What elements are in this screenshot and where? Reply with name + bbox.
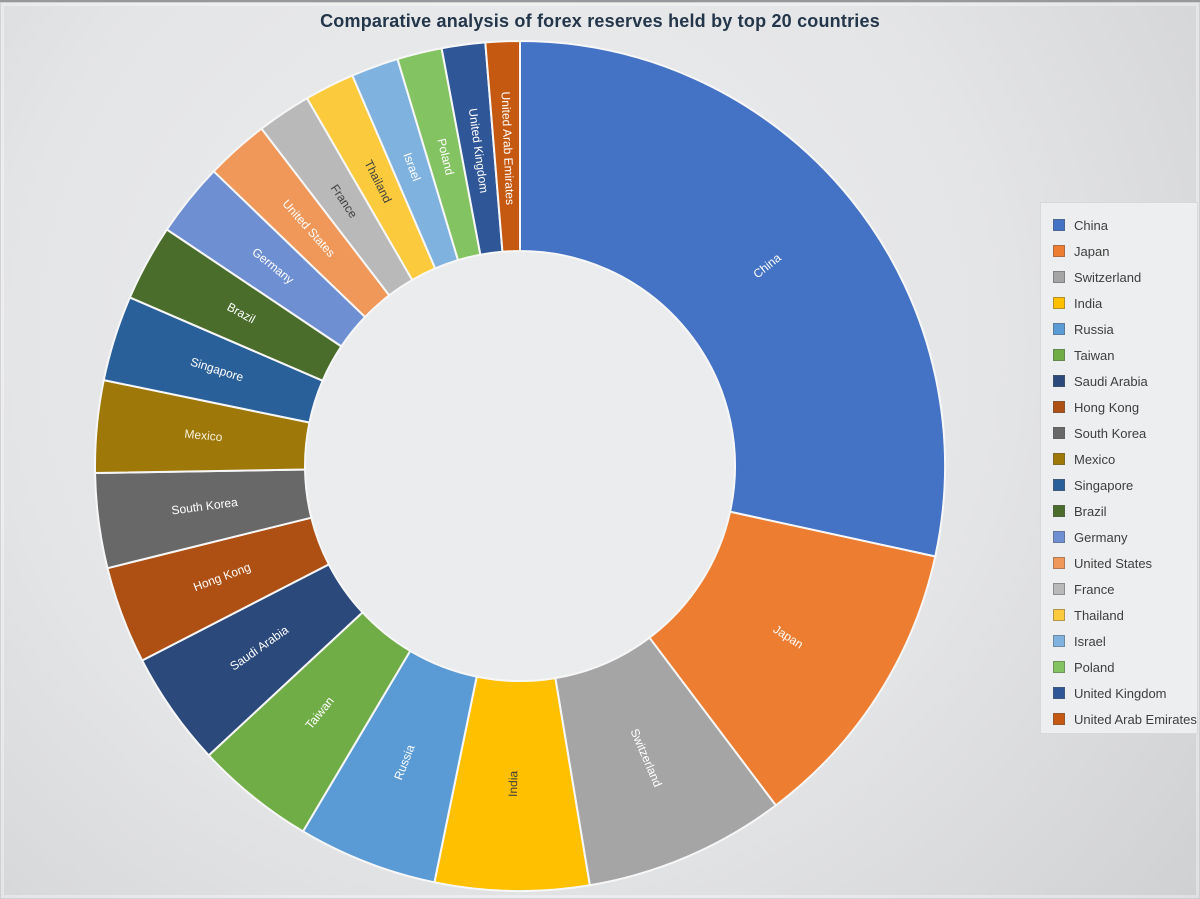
legend-label-israel: Israel	[1074, 633, 1106, 649]
legend-swatch-switzerland	[1053, 271, 1065, 283]
legend-swatch-japan	[1053, 245, 1065, 257]
donut-hole	[304, 250, 736, 682]
legend-label-mexico: Mexico	[1074, 451, 1116, 467]
legend-label-taiwan: Taiwan	[1074, 347, 1115, 363]
legend-item-taiwan: Taiwan	[1053, 342, 1197, 368]
legend-swatch-united-kingdom	[1053, 687, 1065, 699]
legend-label-france: France	[1074, 581, 1115, 597]
legend-swatch-israel	[1053, 635, 1065, 647]
legend-swatch-singapore	[1053, 479, 1065, 491]
legend-label-south-korea: South Korea	[1074, 425, 1147, 441]
legend-item-mexico: Mexico	[1053, 446, 1197, 472]
slice-label-india: India	[506, 770, 521, 797]
legend-item-singapore: Singapore	[1053, 472, 1197, 498]
legend-label-hong-kong: Hong Kong	[1074, 399, 1140, 415]
legend-item-united-states: United States	[1053, 550, 1197, 576]
legend-swatch-germany	[1053, 531, 1065, 543]
legend-item-hong-kong: Hong Kong	[1053, 394, 1197, 420]
legend-item-united-arab-emirates: United Arab Emirates	[1053, 706, 1197, 732]
legend-label-united-arab-emirates: United Arab Emirates	[1074, 711, 1197, 727]
legend-swatch-france	[1053, 583, 1065, 595]
legend-label-india: India	[1074, 295, 1103, 311]
legend-swatch-mexico	[1053, 453, 1065, 465]
legend-label-poland: Poland	[1074, 659, 1115, 675]
chart-title: Comparative analysis of forex reserves h…	[320, 11, 880, 31]
legend-swatch-united-states	[1053, 557, 1065, 569]
legend-label-brazil: Brazil	[1074, 503, 1107, 519]
legend-item-poland: Poland	[1053, 654, 1197, 680]
legend-label-united-kingdom: United Kingdom	[1074, 685, 1167, 701]
slice-group	[94, 40, 946, 892]
legend-label-singapore: Singapore	[1074, 477, 1134, 493]
legend-item-south-korea: South Korea	[1053, 420, 1197, 446]
legend-item-japan: Japan	[1053, 238, 1197, 264]
legend-swatch-saudi-arabia	[1053, 375, 1065, 387]
slice-label-mexico: Mexico	[184, 427, 223, 445]
legend-swatch-india	[1053, 297, 1065, 309]
legend-label-united-states: United States	[1074, 555, 1153, 571]
slice-china	[519, 40, 946, 558]
legend-swatch-china	[1053, 219, 1065, 231]
slice-label-united-arab-emirates: United Arab Emirates	[499, 91, 518, 205]
legend-item-india: India	[1053, 290, 1197, 316]
legend-swatch-hong-kong	[1053, 401, 1065, 413]
legend-item-france: France	[1053, 576, 1197, 602]
legend-item-united-kingdom: United Kingdom	[1053, 680, 1197, 706]
legend-swatch-thailand	[1053, 609, 1065, 621]
legend-swatch-united-arab-emirates	[1053, 713, 1065, 725]
legend-item-israel: Israel	[1053, 628, 1197, 654]
legend-item-brazil: Brazil	[1053, 498, 1197, 524]
legend-item-switzerland: Switzerland	[1053, 264, 1197, 290]
legend-label-japan: Japan	[1074, 243, 1110, 259]
legend-item-china: China	[1053, 212, 1197, 238]
legend-label-russia: Russia	[1074, 321, 1114, 337]
legend-label-thailand: Thailand	[1074, 607, 1124, 623]
legend-item-russia: Russia	[1053, 316, 1197, 342]
legend-swatch-russia	[1053, 323, 1065, 335]
legend-label-saudi-arabia: Saudi Arabia	[1074, 373, 1148, 389]
legend-label-germany: Germany	[1074, 529, 1128, 545]
legend-item-germany: Germany	[1053, 524, 1197, 550]
legend-swatch-poland	[1053, 661, 1065, 673]
legend-item-thailand: Thailand	[1053, 602, 1197, 628]
slice-united-arab-emirates	[484, 40, 521, 253]
legend: China Japan Switzerland India Russia Taiwan Sa…	[1040, 202, 1198, 734]
legend-swatch-brazil	[1053, 505, 1065, 517]
legend-label-switzerland: Switzerland	[1074, 269, 1142, 285]
legend-label-china: China	[1074, 217, 1108, 233]
legend-swatch-taiwan	[1053, 349, 1065, 361]
legend-item-saudi-arabia: Saudi Arabia	[1053, 368, 1197, 394]
legend-swatch-south-korea	[1053, 427, 1065, 439]
